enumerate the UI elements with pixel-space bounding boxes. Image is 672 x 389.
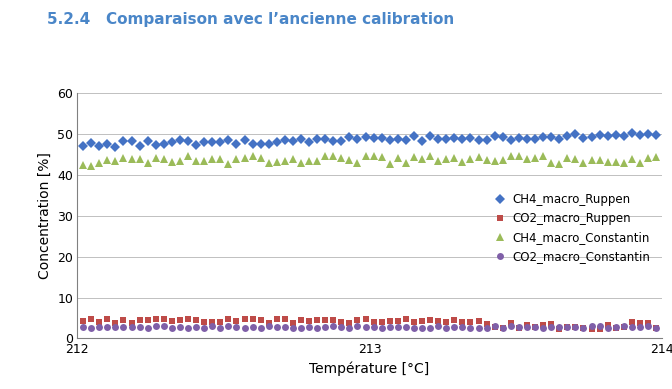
CO2_macro_Ruppen [79,319,87,323]
CO2_macro_Constantin [160,324,168,329]
X-axis label: Température [°C]: Température [°C] [310,361,429,376]
CO2_macro_Constantin [652,326,660,330]
CO2_macro_Ruppen [224,317,233,321]
CH4_macro_Ruppen [612,133,620,138]
CH4_macro_Ruppen [112,144,120,149]
CH4_macro_Ruppen [168,140,176,145]
CH4_macro_Ruppen [79,144,87,149]
CH4_macro_Ruppen [474,138,482,143]
CO2_macro_Ruppen [652,326,660,330]
CH4_macro_Constantin [281,158,289,163]
CH4_macro_Constantin [515,154,523,158]
CO2_macro_Constantin [482,326,491,330]
CH4_macro_Constantin [474,155,482,159]
Line: CH4_macro_Ruppen: CH4_macro_Ruppen [80,130,659,150]
CO2_macro_Constantin [450,325,458,330]
CO2_macro_Constantin [466,326,474,331]
CH4_macro_Ruppen [628,131,636,135]
Legend: CH4_macro_Ruppen, CO2_macro_Ruppen, CH4_macro_Constantin, CO2_macro_Constantin: CH4_macro_Ruppen, CO2_macro_Ruppen, CH4_… [493,193,650,263]
Line: CO2_macro_Constantin: CO2_macro_Constantin [80,322,659,331]
CH4_macro_Constantin [168,159,176,164]
CH4_macro_Constantin [620,160,628,165]
CO2_macro_Ruppen [587,327,595,331]
CH4_macro_Ruppen [410,134,418,138]
CO2_macro_Ruppen [474,319,482,324]
CO2_macro_Ruppen [160,317,168,321]
CO2_macro_Constantin [273,325,281,329]
CH4_macro_Ruppen [652,133,660,137]
CH4_macro_Constantin [79,163,87,167]
Y-axis label: Concentration [%]: Concentration [%] [38,152,52,279]
CH4_macro_Constantin [450,155,458,160]
CO2_macro_Ruppen [410,320,418,324]
CO2_macro_Constantin [79,324,87,329]
CO2_macro_Constantin [410,325,418,330]
CH4_macro_Ruppen [450,136,458,141]
CO2_macro_Ruppen [620,324,628,329]
Text: 5.2.4   Comparaison avec l’ancienne calibration: 5.2.4 Comparaison avec l’ancienne calibr… [47,12,454,27]
CH4_macro_Constantin [652,155,660,159]
CH4_macro_Ruppen [281,138,289,142]
CO2_macro_Ruppen [450,317,458,322]
CH4_macro_Constantin [410,154,418,159]
CO2_macro_Constantin [329,324,337,328]
Line: CO2_macro_Ruppen: CO2_macro_Ruppen [80,315,659,333]
CH4_macro_Constantin [87,163,95,168]
Line: CH4_macro_Constantin: CH4_macro_Constantin [79,152,661,170]
CO2_macro_Ruppen [281,317,289,321]
CO2_macro_Constantin [620,324,628,328]
